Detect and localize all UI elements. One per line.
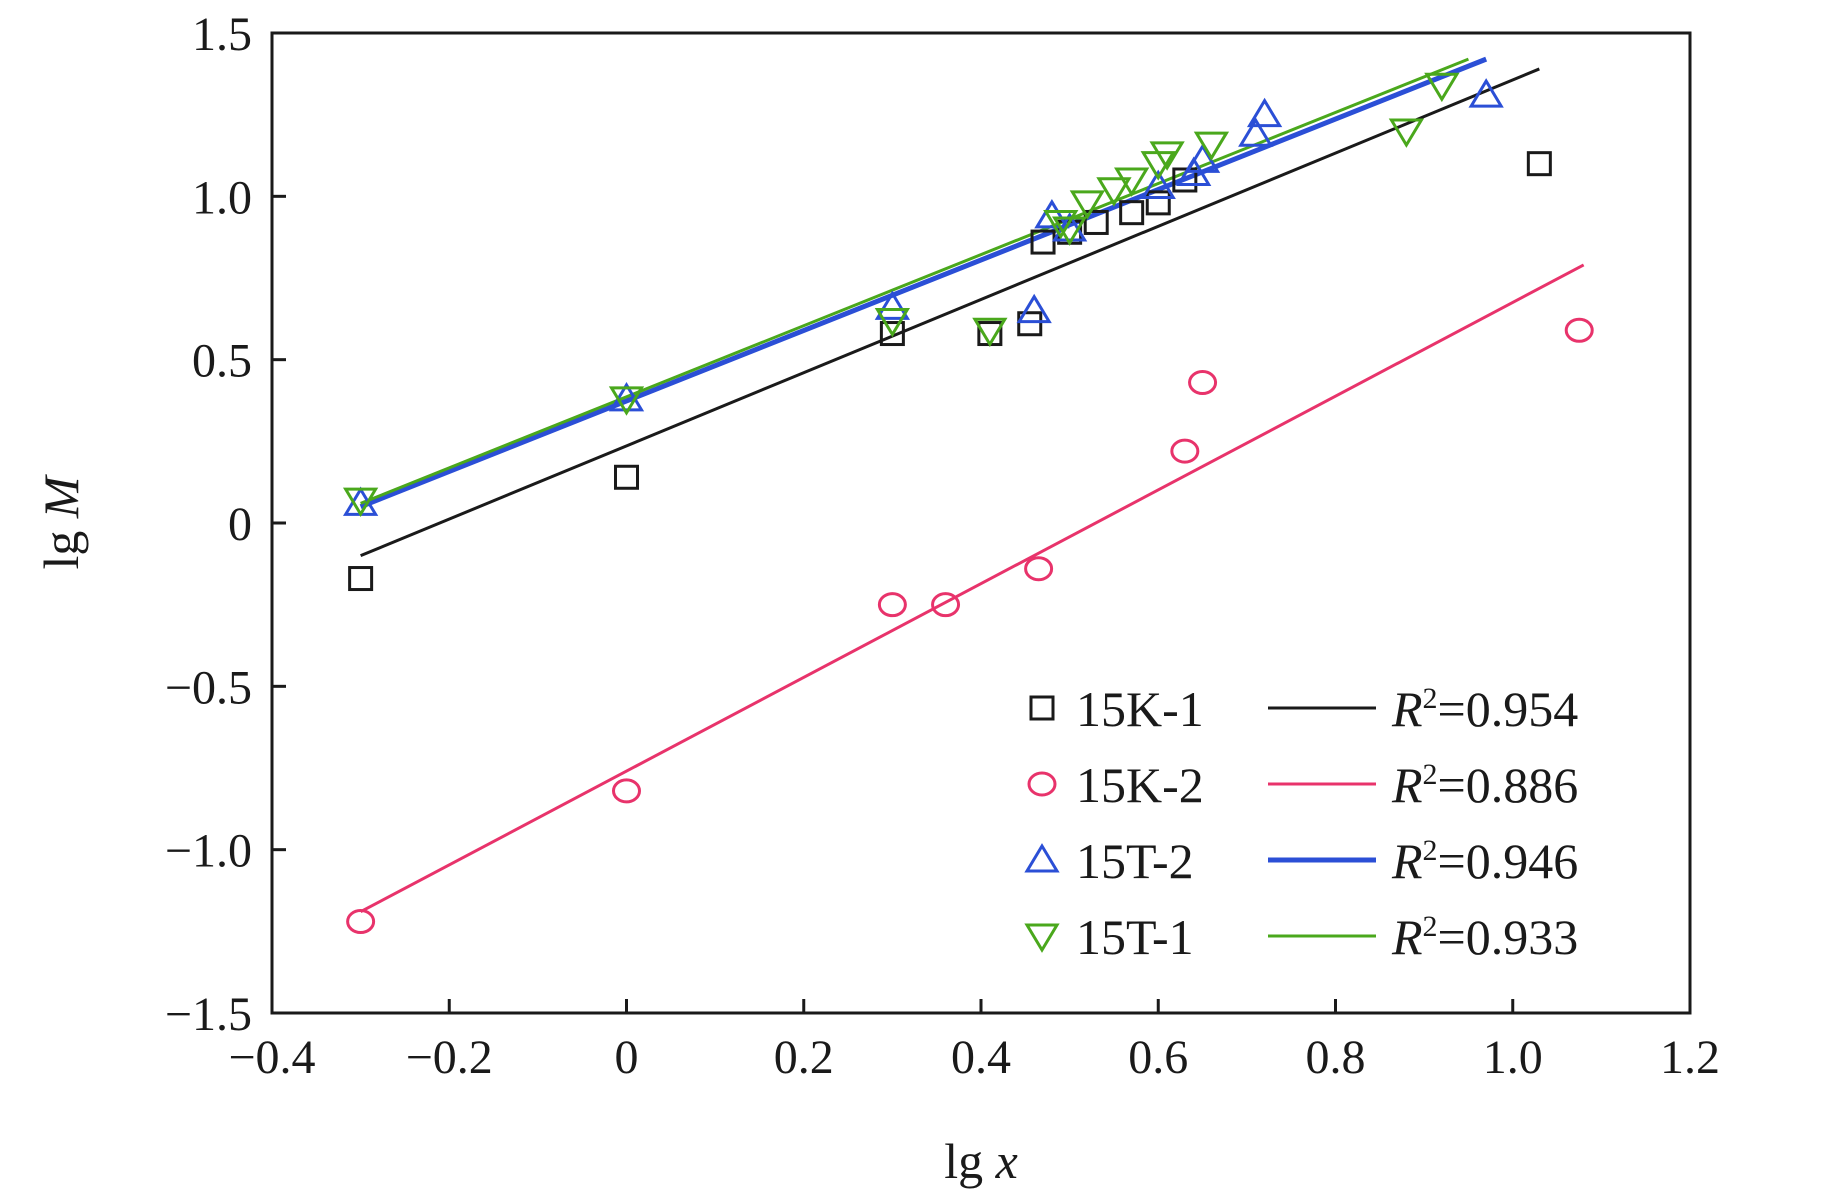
- x-tick-label: 0.6: [1128, 1031, 1188, 1084]
- y-tick-label: −1.0: [165, 825, 252, 878]
- fit-line-15K-2: [359, 263, 1585, 914]
- point-15K-1: [1083, 209, 1109, 235]
- point-15K-1: [1030, 229, 1056, 255]
- point-15K-1: [1119, 200, 1145, 226]
- legend: 15K-1 R2=0.954 15K-2 R2=0.886 15T-2 R2=0.946 1…: [1024, 681, 1578, 965]
- x-tick-label: 0: [615, 1031, 639, 1084]
- fit-line-15T-2: [359, 56, 1488, 509]
- x-tick-label: 1.2: [1660, 1031, 1720, 1084]
- point-15K-2: [1170, 438, 1200, 464]
- point-15K-1: [1172, 167, 1198, 193]
- point-15K-2: [1024, 556, 1054, 582]
- point-15K-2: [877, 592, 907, 618]
- x-axis-label: lg x: [944, 1133, 1018, 1189]
- point-15T-1: [1043, 209, 1079, 240]
- point-15T-1: [1096, 177, 1132, 207]
- point-15K-1: [1526, 151, 1552, 177]
- point-15K-2: [612, 778, 641, 804]
- y-tick-label: 0: [228, 498, 252, 551]
- point-15K-1: [879, 321, 905, 347]
- x-tick-label: 0.2: [774, 1031, 834, 1084]
- point-15T-1: [1149, 141, 1185, 171]
- legend-marker-15T-1: [1024, 923, 1060, 953]
- point-15T-2: [1184, 143, 1221, 173]
- point-15T-2: [1468, 78, 1504, 108]
- point-15T-2: [1051, 212, 1088, 242]
- point-15T-2: [1140, 169, 1176, 200]
- y-tick-label: 0.5: [192, 335, 252, 388]
- legend-label: 15T-1: [1076, 909, 1194, 965]
- point-15T-2: [874, 290, 911, 320]
- point-15T-2: [608, 381, 645, 412]
- data-points: [342, 72, 1594, 935]
- x-tick-label: 0.8: [1306, 1031, 1366, 1084]
- point-15T-2: [1016, 293, 1052, 324]
- legend-marker-15T-2: [1024, 843, 1060, 873]
- legend-r2: R2=0.933: [1391, 909, 1578, 965]
- point-15T-1: [1069, 190, 1105, 220]
- y-tick-label: −0.5: [165, 661, 252, 714]
- point-15T-1: [1424, 72, 1460, 103]
- y-tick-label: 1.0: [192, 171, 252, 224]
- point-15T-1: [972, 317, 1008, 348]
- legend-r2: R2=0.886: [1391, 757, 1578, 813]
- point-15T-1: [1114, 167, 1150, 197]
- point-15K-1: [614, 464, 639, 490]
- point-15K-2: [931, 592, 961, 618]
- fit-lines: [359, 56, 1585, 914]
- point-15K-1: [348, 566, 374, 592]
- fit-line-15K-1: [360, 67, 1540, 558]
- point-15T-2: [1034, 199, 1070, 229]
- y-tick-label: −1.5: [165, 988, 252, 1041]
- legend-r2: R2=0.954: [1391, 681, 1578, 737]
- point-15T-1: [608, 386, 645, 416]
- point-15T-1: [342, 487, 379, 518]
- legend-r2: R2=0.946: [1391, 833, 1578, 889]
- legend-label: 15K-1: [1076, 681, 1204, 737]
- point-15T-2: [1246, 97, 1283, 128]
- x-tick-label: −0.4: [228, 1031, 315, 1084]
- x-tick-label: −0.2: [406, 1031, 493, 1084]
- y-tick-label: 1.5: [192, 8, 252, 61]
- point-15K-2: [1188, 370, 1218, 396]
- point-15T-2: [1238, 117, 1274, 147]
- x-tick-label: 0.4: [951, 1031, 1011, 1084]
- point-15K-2: [1564, 317, 1594, 343]
- y-axis-ticks: −1.5 −1.0 −0.5 0 0.5 1.0 1.5: [165, 8, 286, 1041]
- fit-line-15T-1: [360, 57, 1469, 505]
- y-axis-label: lg M: [33, 474, 89, 569]
- point-15K-1: [1017, 311, 1043, 337]
- legend-label: 15K-2: [1076, 757, 1204, 813]
- x-axis-ticks: −0.4 −0.2 0 0.2 0.4 0.6 0.8 1.0 1.2: [228, 999, 1720, 1084]
- legend-marker-15K-2: [1027, 771, 1057, 797]
- point-15T-1: [1388, 118, 1425, 148]
- point-15K-2: [346, 909, 376, 935]
- point-15T-1: [874, 307, 911, 338]
- point-15T-1: [1051, 216, 1088, 246]
- x-tick-label: 1.0: [1483, 1031, 1543, 1084]
- legend-marker-15K-1: [1029, 695, 1055, 721]
- legend-label: 15T-2: [1076, 833, 1194, 889]
- point-15K-1: [1145, 190, 1171, 216]
- point-15T-1: [1193, 131, 1230, 161]
